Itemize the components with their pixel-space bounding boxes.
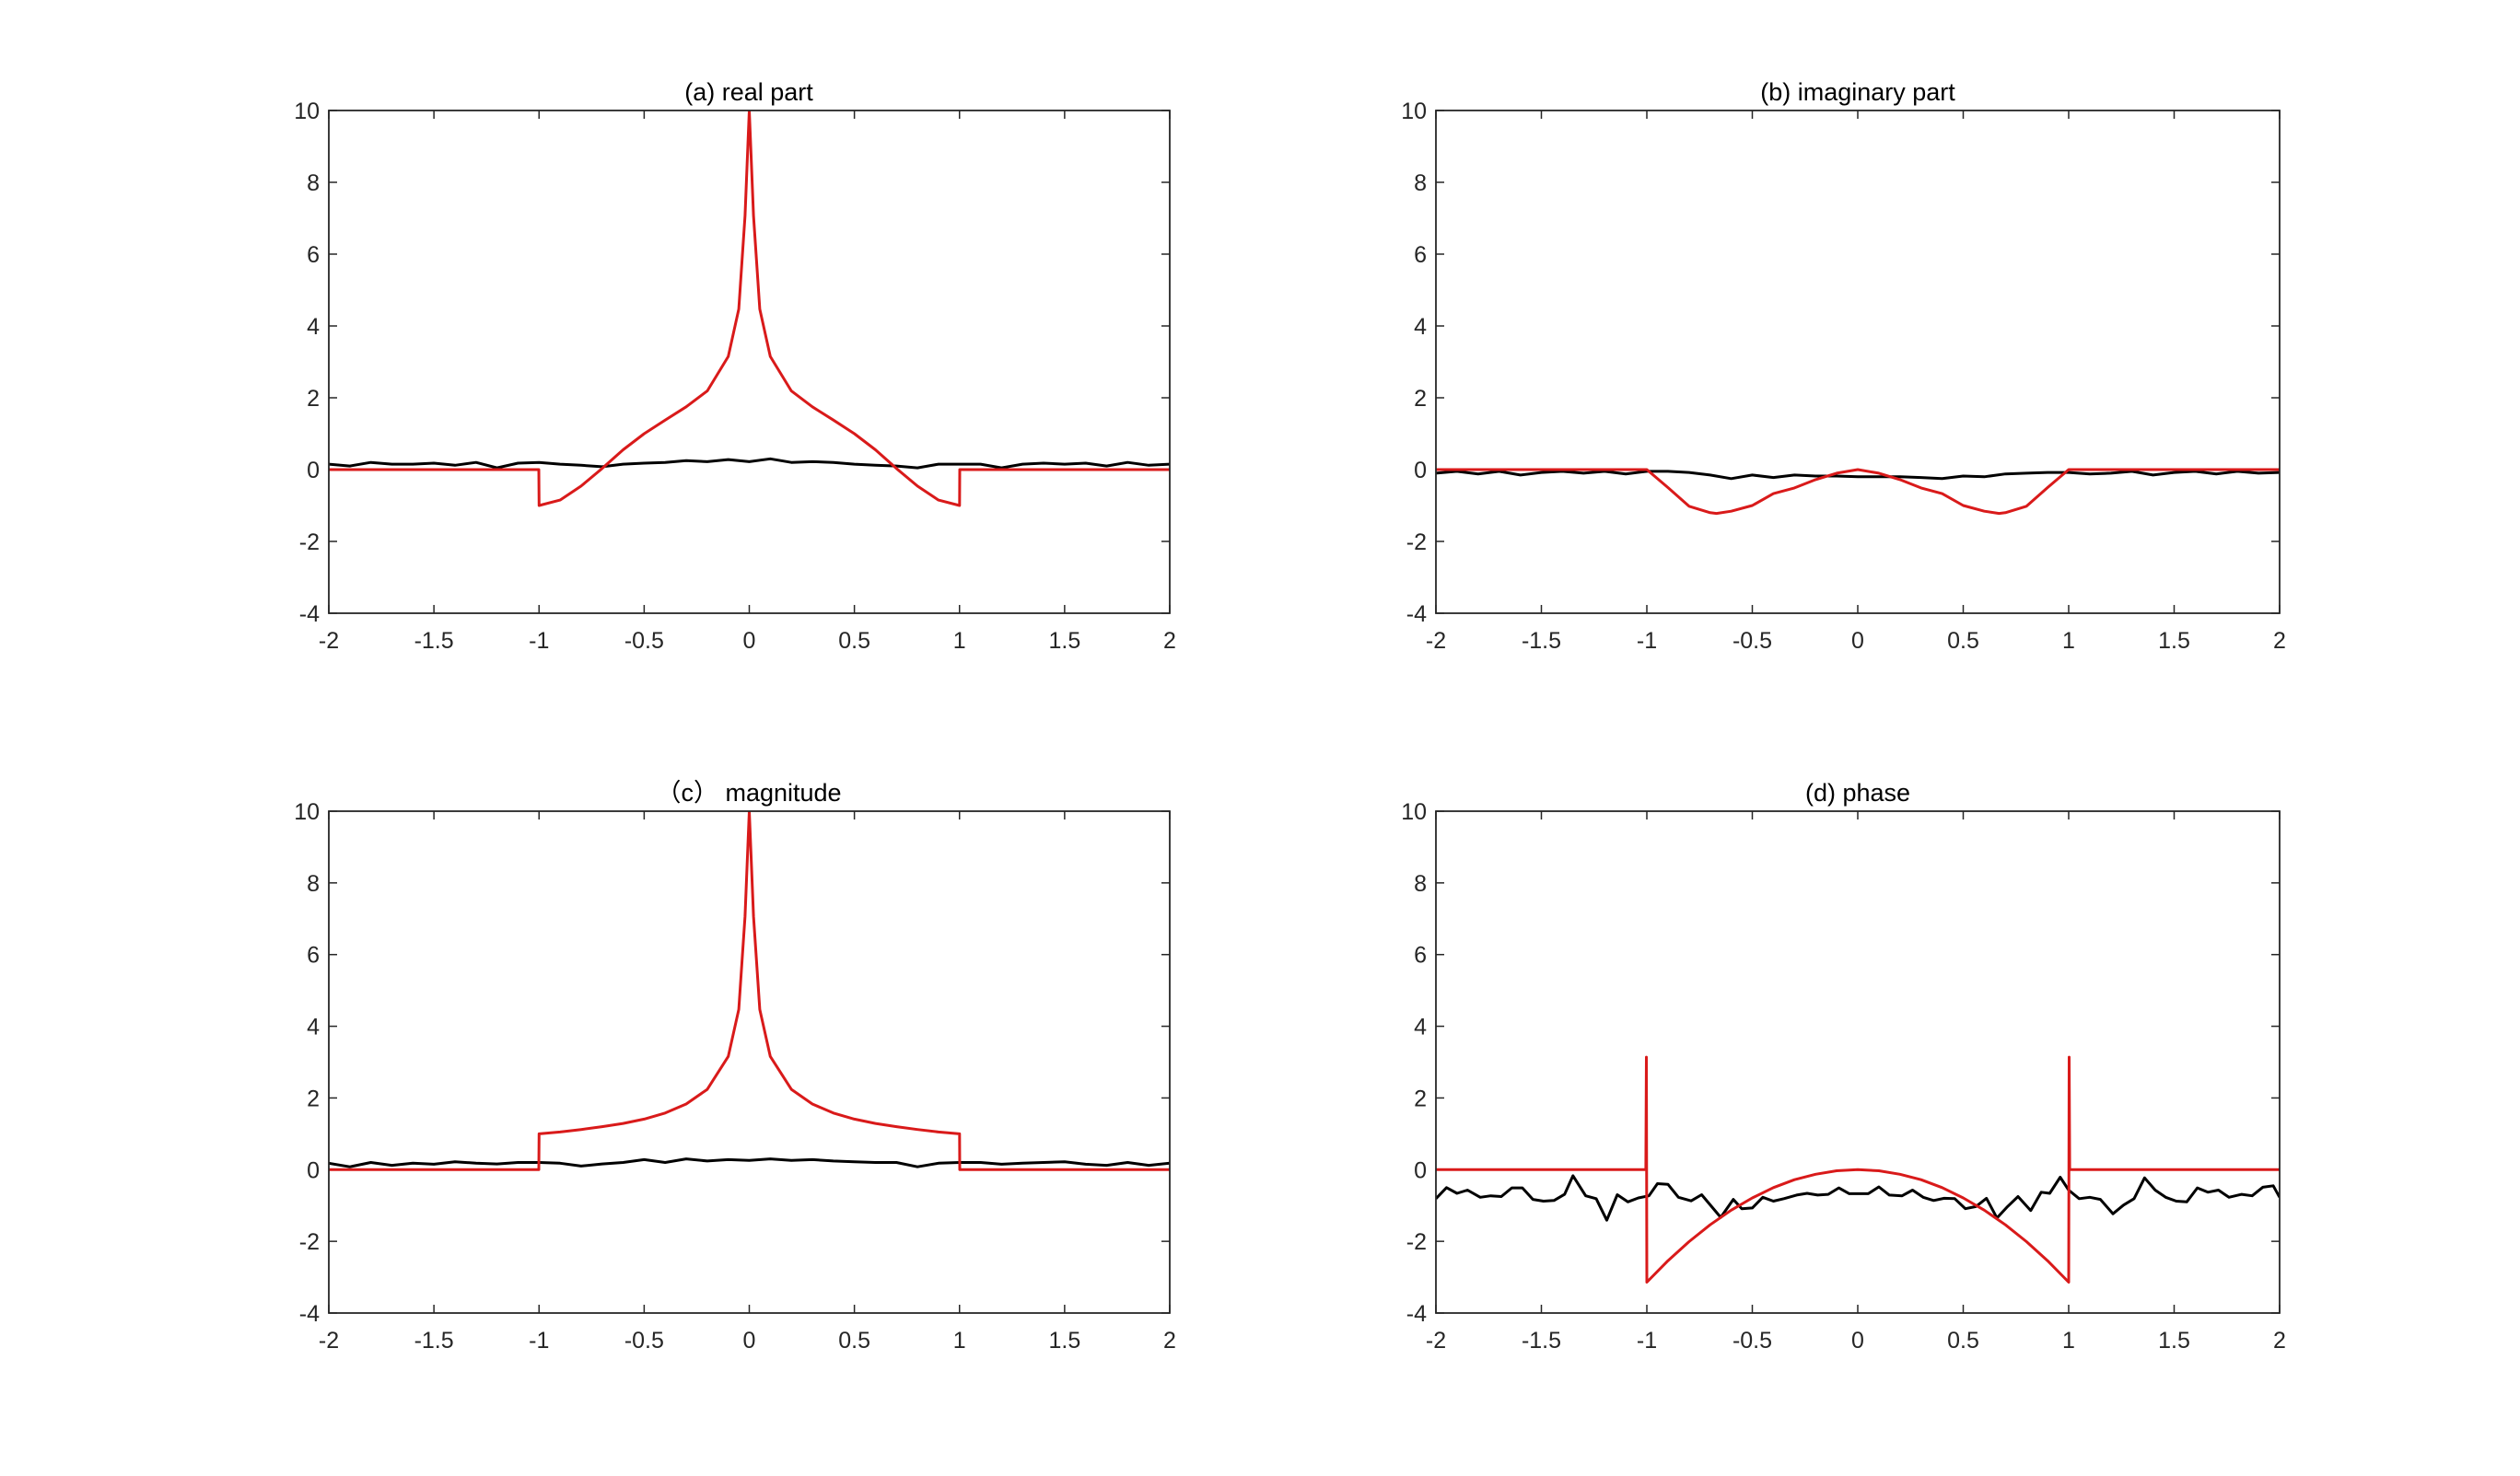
- y-tick-label: 8: [1414, 170, 1427, 196]
- y-tick-label: 4: [307, 1015, 320, 1040]
- y-tick-label: 2: [307, 386, 320, 412]
- y-tick-label: 4: [1414, 314, 1427, 340]
- y-tick-label: 2: [1414, 1086, 1427, 1111]
- x-tick-label: -1.5: [414, 628, 454, 654]
- y-tick-label: -2: [299, 529, 320, 555]
- title-real-part: (a) real part: [684, 78, 813, 106]
- subplot-imaginary-part: -2 -1.5 -1 -0.5 0 0.5 1 1.5 2 -4 -2 0 2 4 6 8 10: [1401, 99, 2286, 654]
- x-tick-label: -1: [1637, 628, 1657, 654]
- y-tick-label: 2: [307, 1086, 320, 1111]
- x-tick-label: 0: [743, 1328, 756, 1354]
- x-tick-label: -1: [1637, 1328, 1657, 1354]
- x-tick-label: 2: [1163, 1328, 1176, 1354]
- subplot-magnitude: -2 -1.5 -1 -0.5 0 0.5 1 1.5 2 -4 -2 0 2 4 6 8 10: [294, 799, 1176, 1354]
- x-tick-label: -0.5: [1732, 1328, 1772, 1354]
- x-tick-label: 2: [2273, 628, 2286, 654]
- estimate-line: [329, 457, 1170, 470]
- x-tick-label: -1: [529, 1328, 549, 1354]
- y-tick-label: 6: [307, 943, 320, 969]
- subplot-phase: -2 -1.5 -1 -0.5 0 0.5 1 1.5 2 -4 -2 0 2 4 6 8 10: [1401, 799, 2286, 1354]
- true-line: [329, 811, 1170, 1171]
- x-tick-label: 0.5: [838, 1328, 870, 1354]
- x-tick-label: -2: [319, 628, 339, 654]
- x-tick-label: -1.5: [1522, 1328, 1561, 1354]
- estimate-line: [1436, 1174, 2280, 1222]
- x-tick-label: 0: [1851, 628, 1864, 654]
- x-tick-label: 0.5: [838, 628, 870, 654]
- axes-box: [328, 110, 1171, 614]
- title-imaginary-part: (b) imaginary part: [1760, 78, 1955, 106]
- true-line: [1436, 1055, 2280, 1284]
- x-tick-label: -2: [1426, 628, 1446, 654]
- true-line: [1436, 468, 2280, 516]
- y-tick-label: 8: [307, 170, 320, 196]
- x-tick-label: 0.5: [1947, 1328, 1979, 1354]
- y-tick-label: 6: [1414, 242, 1427, 268]
- y-tick-label: -4: [299, 1301, 320, 1327]
- y-tick-label: 6: [1414, 943, 1427, 969]
- y-tick-label: 8: [307, 871, 320, 897]
- x-tick-label: 2: [1163, 628, 1176, 654]
- subplot-real-part: -2 -1.5 -1 -0.5 0 0.5 1 1.5 2 -4 -2 0 2 4 6 8 10: [294, 99, 1176, 654]
- title-magnitude: （c） magnitude: [656, 779, 842, 807]
- y-tick-label: 10: [294, 99, 320, 124]
- x-tick-label: 1: [2062, 1328, 2075, 1354]
- axes-box: [1435, 110, 2281, 614]
- x-tick-label: 0.5: [1947, 628, 1979, 654]
- true-line: [329, 110, 1170, 507]
- y-tick-label: -4: [299, 601, 320, 627]
- x-tick-label: 1: [953, 1328, 966, 1354]
- y-tick-label: 0: [1414, 458, 1427, 483]
- estimate-line: [1436, 470, 2280, 481]
- x-tick-label: 1: [2062, 628, 2075, 654]
- y-tick-label: 10: [1401, 799, 1427, 825]
- y-tick-label: -2: [1406, 1229, 1427, 1255]
- x-tick-label: 2: [2273, 1328, 2286, 1354]
- y-tick-label: 10: [294, 799, 320, 825]
- x-tick-label: 1: [953, 628, 966, 654]
- y-tick-label: 4: [1414, 1015, 1427, 1040]
- x-tick-label: 1.5: [2158, 1328, 2190, 1354]
- x-tick-label: 1.5: [1048, 1328, 1080, 1354]
- y-tick-label: 6: [307, 242, 320, 268]
- y-tick-label: -4: [1406, 601, 1427, 627]
- x-tick-label: -1.5: [414, 1328, 454, 1354]
- y-tick-label: -2: [1406, 529, 1427, 555]
- title-phase: (d) phase: [1804, 779, 1911, 807]
- axes-box: [328, 810, 1171, 1314]
- x-tick-label: 0: [743, 628, 756, 654]
- x-tick-label: -1.5: [1522, 628, 1561, 654]
- x-tick-label: 0: [1851, 1328, 1864, 1354]
- y-tick-label: -4: [1406, 1301, 1427, 1327]
- y-tick-label: 10: [1401, 99, 1427, 124]
- y-tick-label: -2: [299, 1229, 320, 1255]
- y-tick-label: 0: [307, 1157, 320, 1183]
- y-tick-label: 0: [1414, 1157, 1427, 1183]
- x-tick-label: -2: [1426, 1328, 1446, 1354]
- x-tick-label: 1.5: [1048, 628, 1080, 654]
- y-tick-label: 2: [1414, 386, 1427, 412]
- x-tick-label: -0.5: [1732, 628, 1772, 654]
- x-tick-label: 1.5: [2158, 628, 2190, 654]
- x-tick-label: -0.5: [624, 628, 664, 654]
- y-tick-label: 8: [1414, 871, 1427, 897]
- estimate-line: [329, 1157, 1170, 1168]
- axes-box: [1435, 810, 2281, 1314]
- x-tick-label: -0.5: [624, 1328, 664, 1354]
- y-tick-label: 4: [307, 314, 320, 340]
- x-tick-label: -2: [319, 1328, 339, 1354]
- x-tick-label: -1: [529, 628, 549, 654]
- y-tick-label: 0: [307, 458, 320, 483]
